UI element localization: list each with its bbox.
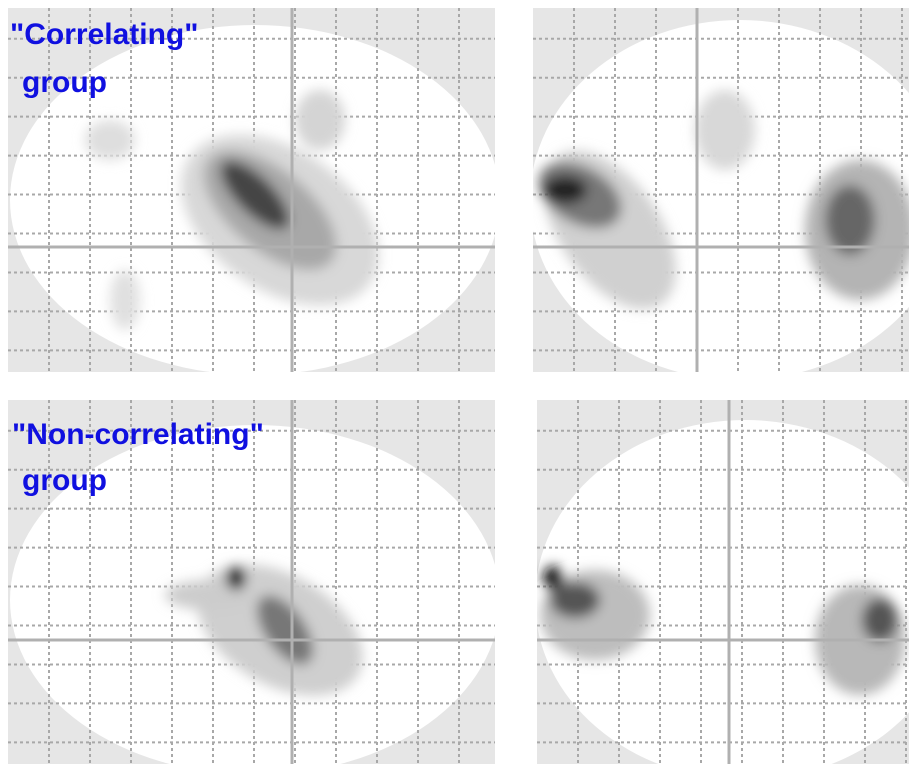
- group-name: "Non-correlating": [12, 418, 264, 451]
- activation: [165, 564, 363, 696]
- panel-correlating-axial: [533, 8, 909, 372]
- group-name: "Correlating": [10, 18, 198, 51]
- panel-correlating-coronal: [8, 8, 495, 372]
- grid: [8, 400, 495, 764]
- group-suffix: group: [22, 464, 107, 497]
- activation: [538, 90, 909, 310]
- activation: [85, 90, 379, 330]
- panel-noncorrelating-coronal: [8, 400, 495, 764]
- group-suffix: group: [22, 66, 107, 99]
- grid: [537, 400, 909, 764]
- panel-noncorrelating-axial: [537, 400, 909, 764]
